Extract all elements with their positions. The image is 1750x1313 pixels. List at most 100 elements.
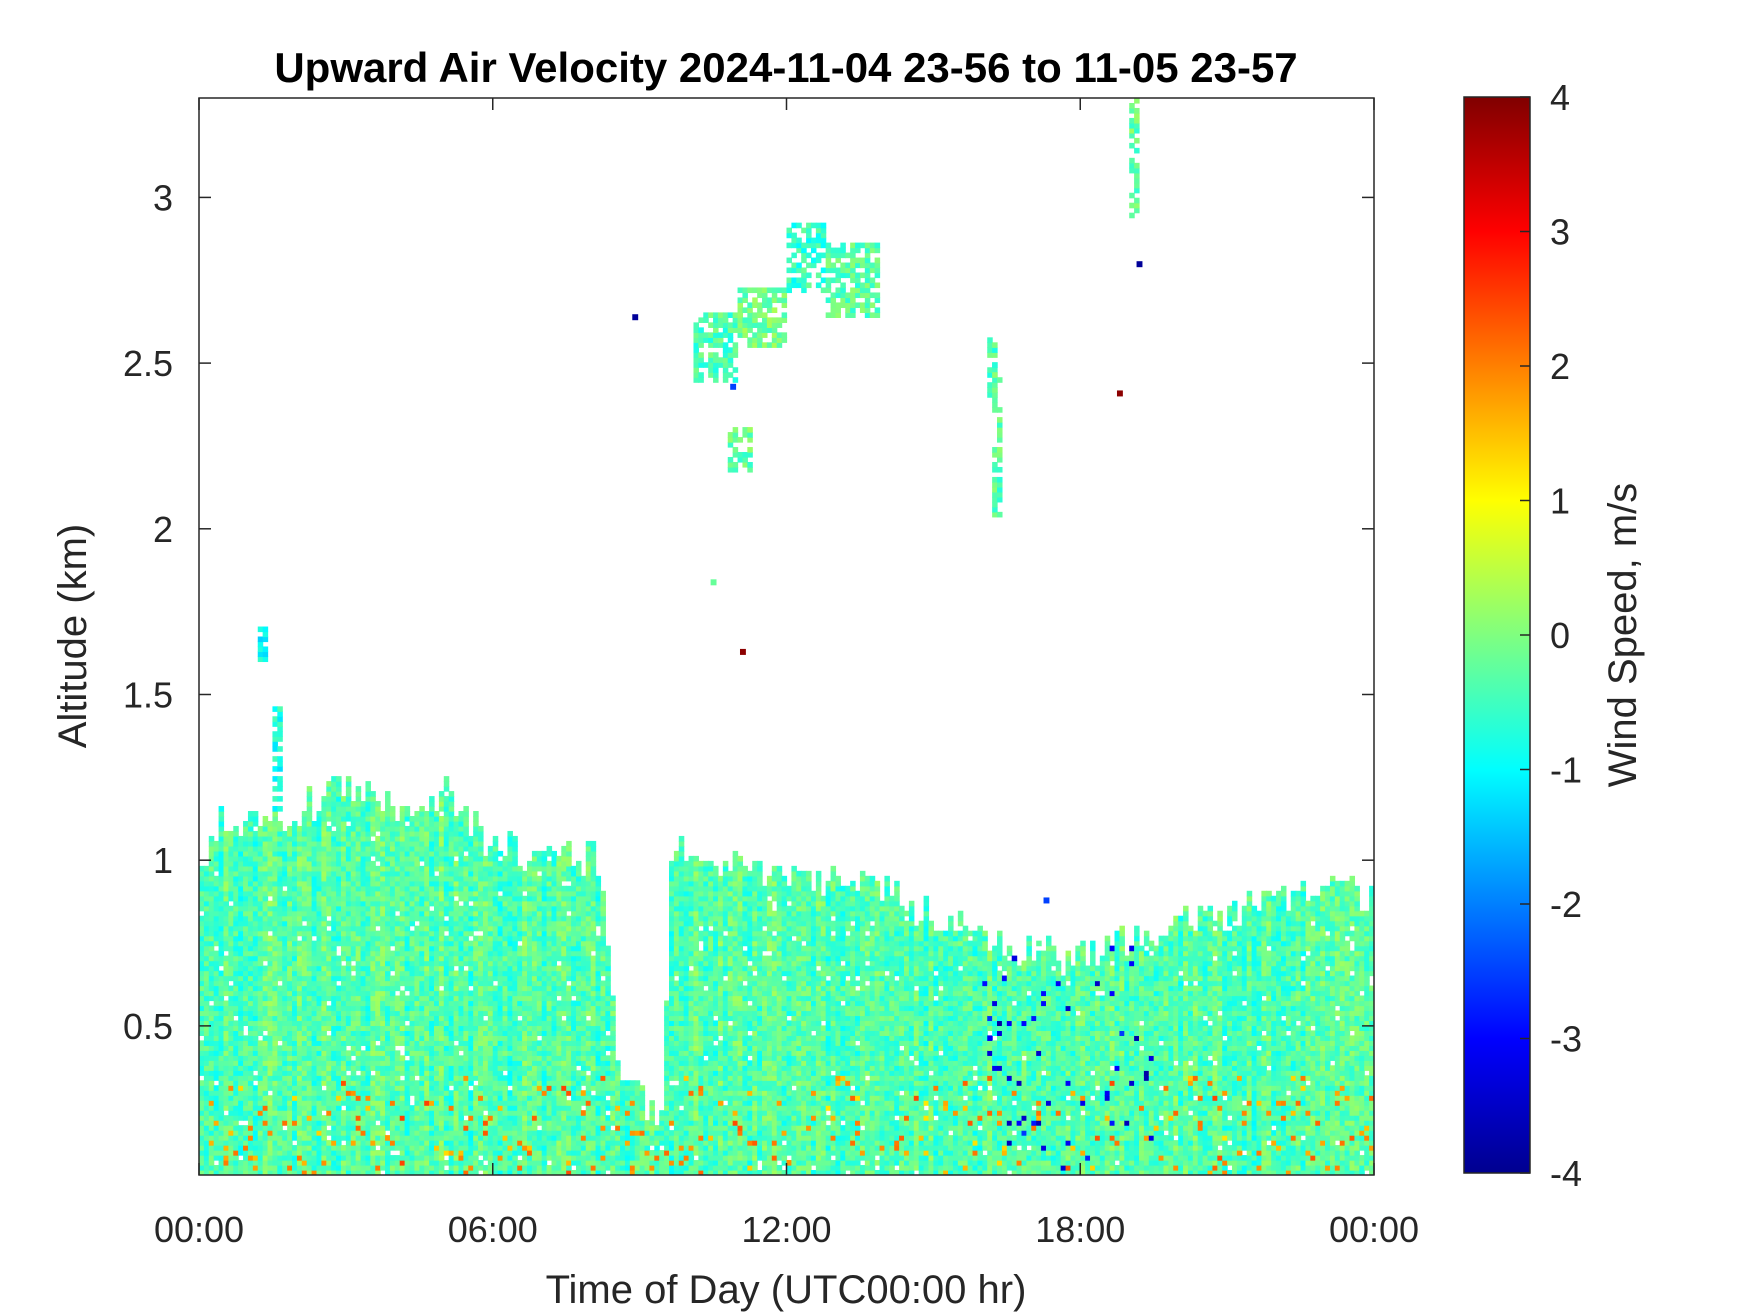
heatmap-cell: [482, 895, 489, 902]
heatmap-cell: [213, 935, 220, 942]
heatmap-cell: [370, 960, 376, 967]
heatmap-cell: [527, 1140, 533, 1146]
heatmap-cell: [243, 1105, 249, 1111]
heatmap-cell: [350, 1120, 357, 1126]
heatmap-cell: [208, 1025, 215, 1032]
heatmap-cell: [394, 820, 401, 827]
heatmap-cell: [463, 890, 469, 897]
heatmap-cell: [541, 1020, 548, 1027]
heatmap-cell: [473, 1070, 479, 1076]
heatmap-cell: [497, 925, 504, 932]
heatmap-cell: [527, 1035, 533, 1041]
heatmap-cell: [541, 855, 548, 862]
heatmap-cell: [218, 811, 225, 817]
heatmap-cell: [429, 995, 435, 1002]
heatmap-cell: [355, 930, 362, 937]
heatmap-cell: [463, 820, 469, 827]
heatmap-cell: [316, 865, 322, 872]
heatmap-cell: [301, 1055, 308, 1061]
heatmap-cell: [238, 1145, 244, 1151]
heatmap-cell: [478, 1045, 484, 1051]
heatmap-cell: [443, 890, 450, 897]
heatmap-cell: [507, 1055, 513, 1061]
heatmap-cell: [419, 825, 425, 832]
heatmap-cell: [507, 1150, 513, 1156]
heatmap-cell: [267, 1005, 274, 1012]
heatmap-cell: [424, 1085, 430, 1091]
heatmap-cell: [223, 1035, 229, 1041]
heatmap-cell: [429, 980, 435, 987]
heatmap-cell: [218, 1085, 225, 1091]
heatmap-cell: [531, 1145, 538, 1151]
heatmap-cell: [512, 1090, 518, 1096]
heatmap-cell: [443, 1140, 450, 1146]
heatmap-cell: [331, 890, 337, 897]
heatmap-cell: [316, 960, 322, 967]
heatmap-cell: [531, 1000, 538, 1007]
heatmap-cell: [292, 970, 298, 977]
heatmap-cell: [517, 1165, 523, 1171]
heatmap-cell: [473, 1075, 479, 1081]
heatmap-cell: [536, 1150, 543, 1156]
heatmap-cell: [247, 865, 254, 872]
heatmap-cell: [419, 990, 425, 997]
heatmap-cell: [311, 955, 318, 962]
heatmap-cell: [463, 980, 469, 987]
heatmap-cell: [282, 1090, 288, 1096]
heatmap-cell: [228, 925, 234, 932]
heatmap-cell: [321, 975, 327, 982]
heatmap-cell: [326, 985, 332, 992]
heatmap-cell: [517, 1060, 523, 1066]
heatmap-cell: [458, 1170, 464, 1175]
heatmap-cell: [345, 905, 352, 912]
heatmap-cell: [336, 1050, 342, 1056]
heatmap-cell: [292, 1115, 298, 1121]
heatmap-cell: [482, 980, 489, 987]
heatmap-cell: [262, 1090, 269, 1096]
heatmap-cell: [326, 970, 332, 977]
heatmap-cell: [199, 1005, 205, 1012]
heatmap-cell: [531, 1030, 538, 1036]
heatmap-cell: [272, 811, 278, 817]
heatmap-cell: [218, 845, 225, 852]
heatmap-cell: [238, 945, 244, 952]
heatmap-cell: [272, 1085, 278, 1091]
heatmap-cell: [541, 865, 548, 872]
heatmap-cell: [399, 1035, 406, 1041]
heatmap-cell: [208, 1060, 215, 1066]
heatmap-cell: [448, 825, 455, 832]
heatmap-cell: [399, 835, 406, 842]
heatmap-cell: [277, 970, 283, 977]
heatmap-cell: [409, 990, 416, 997]
heatmap-cell: [438, 1065, 445, 1071]
heatmap-cell: [360, 885, 367, 892]
heatmap-cell: [473, 935, 479, 942]
heatmap-cell: [522, 1045, 528, 1051]
heatmap-cell: [340, 1145, 347, 1151]
heatmap-cell: [282, 1035, 288, 1041]
heatmap-cell: [243, 1000, 249, 1007]
heatmap-cell: [350, 850, 357, 857]
heatmap-cell: [507, 995, 513, 1002]
heatmap-cell: [502, 875, 509, 882]
heatmap-cell: [267, 825, 274, 832]
heatmap-cell: [277, 945, 283, 952]
heatmap-cell: [527, 875, 533, 882]
heatmap-cell: [277, 905, 283, 912]
heatmap-cell: [228, 895, 234, 902]
heatmap-cell: [389, 975, 396, 982]
heatmap-cell: [277, 1000, 283, 1007]
heatmap-cell: [238, 995, 244, 1002]
heatmap-cell: [316, 1055, 322, 1061]
heatmap-cell: [482, 1040, 489, 1046]
heatmap-cell: [414, 830, 420, 837]
heatmap-cell: [536, 975, 543, 982]
heatmap-cell: [218, 880, 225, 887]
heatmap-cell: [541, 960, 548, 967]
heatmap-cell: [301, 1095, 308, 1101]
heatmap-cell: [389, 830, 396, 837]
heatmap-cell: [424, 915, 430, 922]
heatmap-cell: [306, 801, 313, 807]
heatmap-cell: [262, 1025, 269, 1032]
heatmap-cell: [203, 1055, 210, 1061]
